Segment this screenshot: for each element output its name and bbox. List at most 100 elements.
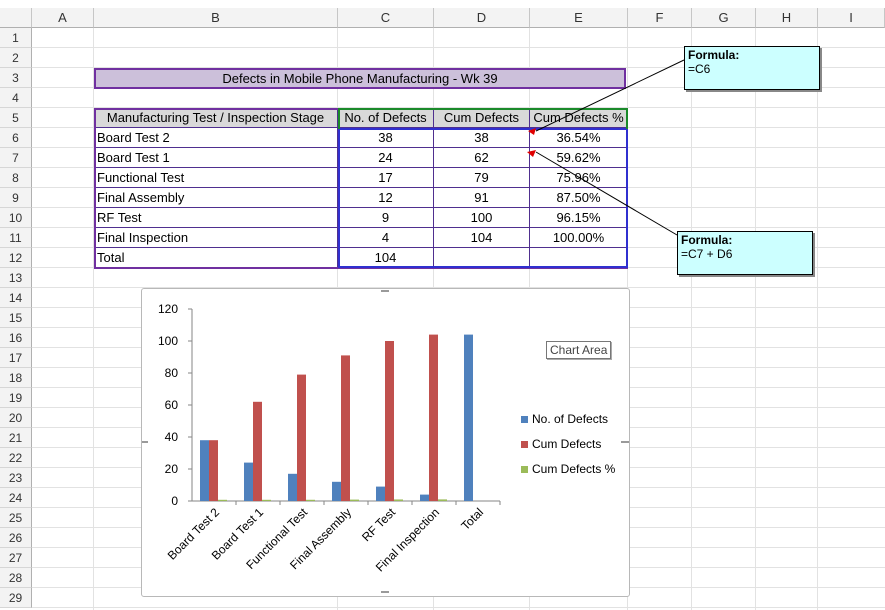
legend-label: Cum Defects %	[532, 462, 616, 476]
value-cell[interactable]: 24	[338, 148, 434, 168]
table-header-cell[interactable]: Cum Defects	[434, 108, 530, 128]
row-header-5[interactable]: 5	[0, 108, 32, 128]
stage-name-cell[interactable]: Board Test 1	[94, 148, 338, 168]
row-header-3[interactable]: 3	[0, 68, 32, 88]
bar-cum-defects-pct	[218, 499, 227, 501]
value-cell[interactable]: 38	[434, 128, 530, 148]
stage-name-cell[interactable]: Final Assembly	[94, 188, 338, 208]
legend-label: Cum Defects	[532, 437, 602, 451]
column-header-g[interactable]: G	[692, 8, 756, 28]
row-header-16[interactable]: 16	[0, 328, 32, 348]
value-cell[interactable]: 79	[434, 168, 530, 188]
row-header-2[interactable]: 2	[0, 48, 32, 68]
row-header-11[interactable]: 11	[0, 228, 32, 248]
y-tick-label: 80	[165, 366, 179, 380]
value-cell[interactable]: 9	[338, 208, 434, 228]
row-header-12[interactable]: 12	[0, 248, 32, 268]
y-tick-label: 40	[165, 430, 179, 444]
row-header-24[interactable]: 24	[0, 488, 32, 508]
gridline-horizontal	[32, 607, 885, 608]
value-cell[interactable]: 104	[434, 228, 530, 248]
value-cell[interactable]: 12	[338, 188, 434, 208]
y-tick-label: 20	[165, 462, 179, 476]
value-cell[interactable]: 100	[434, 208, 530, 228]
stage-name-cell[interactable]: Functional Test	[94, 168, 338, 188]
row-header-28[interactable]: 28	[0, 568, 32, 588]
row-header-4[interactable]: 4	[0, 88, 32, 108]
stage-name-cell[interactable]: RF Test	[94, 208, 338, 228]
row-header-10[interactable]: 10	[0, 208, 32, 228]
bar-cum-defects	[253, 401, 262, 501]
row-header-27[interactable]: 27	[0, 548, 32, 568]
legend-item-cum-defects[interactable]: Cum Defects	[521, 432, 615, 457]
select-all-corner[interactable]	[0, 8, 32, 28]
row-header-1[interactable]: 1	[0, 28, 32, 48]
comment-box-d7[interactable]: Formula: =C7 + D6	[677, 231, 813, 275]
arrow-to-e6	[535, 59, 685, 132]
table-header-cell[interactable]: Manufacturing Test / Inspection Stage	[94, 108, 338, 128]
x-category-label: Total	[458, 505, 486, 533]
bar-cum-defects-pct	[350, 499, 359, 501]
value-cell[interactable]: 62	[434, 148, 530, 168]
row-header-6[interactable]: 6	[0, 128, 32, 148]
bar-defects	[288, 473, 297, 501]
row-header-14[interactable]: 14	[0, 288, 32, 308]
row-header-15[interactable]: 15	[0, 308, 32, 328]
bar-defects	[200, 440, 209, 501]
bar-cum-defects	[297, 374, 306, 501]
gridline-horizontal	[32, 67, 885, 68]
legend-item-cum-defects-pct[interactable]: Cum Defects %	[521, 457, 615, 482]
column-header-f[interactable]: F	[628, 8, 692, 28]
row-header-8[interactable]: 8	[0, 168, 32, 188]
row-header-7[interactable]: 7	[0, 148, 32, 168]
row-header-26[interactable]: 26	[0, 528, 32, 548]
resize-handle	[381, 591, 389, 593]
column-header-d[interactable]: D	[434, 8, 530, 28]
value-cell[interactable]: 4	[338, 228, 434, 248]
value-cell[interactable]: 17	[338, 168, 434, 188]
column-header-b[interactable]: B	[94, 8, 338, 28]
row-header-20[interactable]: 20	[0, 408, 32, 428]
gridline-horizontal	[32, 47, 885, 48]
value-cell[interactable]: 91	[434, 188, 530, 208]
comment-body: =C7 + D6	[681, 247, 733, 261]
column-header-a[interactable]: A	[32, 8, 94, 28]
row-header-21[interactable]: 21	[0, 428, 32, 448]
chart-legend[interactable]: No. of Defects Cum Defects Cum Defects %	[521, 407, 615, 482]
legend-swatch	[521, 466, 528, 473]
row-header-18[interactable]: 18	[0, 368, 32, 388]
sheet-title[interactable]: Defects in Mobile Phone Manufacturing - …	[94, 68, 626, 89]
stage-name-cell[interactable]: Board Test 2	[94, 128, 338, 148]
row-header-29[interactable]: 29	[0, 588, 32, 608]
value-cell[interactable]: 38	[338, 128, 434, 148]
row-header-19[interactable]: 19	[0, 388, 32, 408]
comment-box-c6[interactable]: Formula: =C6	[684, 46, 820, 90]
comment-heading: Formula:	[688, 48, 740, 62]
gridline-horizontal	[32, 107, 885, 108]
row-header-25[interactable]: 25	[0, 508, 32, 528]
bar-defects	[376, 486, 385, 501]
x-category-label: RF Test	[359, 505, 398, 544]
column-header-c[interactable]: C	[338, 8, 434, 28]
column-header-e[interactable]: E	[530, 8, 628, 28]
row-header-22[interactable]: 22	[0, 448, 32, 468]
row-header-9[interactable]: 9	[0, 188, 32, 208]
table-header-cell[interactable]: Cum Defects %	[530, 108, 628, 128]
row-header-13[interactable]: 13	[0, 268, 32, 288]
legend-label: No. of Defects	[532, 412, 609, 426]
legend-item-defects[interactable]: No. of Defects	[521, 407, 615, 432]
bar-cum-defects	[429, 334, 438, 501]
table-header-cell[interactable]: No. of Defects	[338, 108, 434, 128]
bar-defects	[420, 494, 429, 501]
column-header-h[interactable]: H	[756, 8, 818, 28]
row-header-17[interactable]: 17	[0, 348, 32, 368]
stage-name-cell[interactable]: Final Inspection	[94, 228, 338, 248]
row-header-23[interactable]: 23	[0, 468, 32, 488]
bar-defects	[464, 334, 473, 501]
bar-defects	[332, 481, 341, 501]
comment-indicator-e7	[527, 150, 536, 157]
gridline-vertical	[93, 28, 94, 610]
resize-handle	[621, 441, 629, 443]
